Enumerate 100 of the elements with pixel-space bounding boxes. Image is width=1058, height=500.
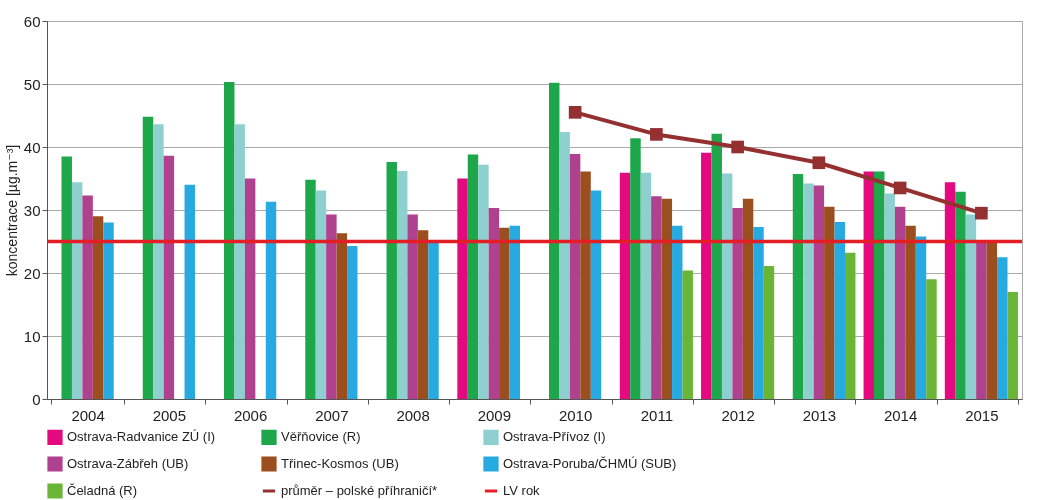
point xyxy=(650,128,663,141)
bar xyxy=(265,201,277,399)
bar xyxy=(803,183,814,399)
bar xyxy=(326,214,337,399)
y-axis-title: koncentrace [µg.m⁻³] xyxy=(3,144,20,277)
bar xyxy=(428,242,439,399)
bar xyxy=(763,266,775,399)
bar xyxy=(884,193,895,399)
bar xyxy=(499,227,510,399)
x-tick-label: 2009 xyxy=(477,406,512,424)
x-tick-label: 2008 xyxy=(396,406,430,424)
bar xyxy=(672,225,683,399)
bar xyxy=(61,156,72,399)
x-tick-label: 2015 xyxy=(965,406,999,424)
bar xyxy=(153,124,164,399)
bar xyxy=(142,116,154,399)
x-tick-label: 2013 xyxy=(802,406,837,424)
legend-label: LV rok xyxy=(503,483,541,498)
bar xyxy=(905,225,916,399)
y-tick-label: 30 xyxy=(23,201,41,219)
point xyxy=(975,206,988,220)
bar xyxy=(955,191,966,399)
bar xyxy=(417,230,429,399)
bar xyxy=(874,171,885,399)
x-tick-label: 2005 xyxy=(152,406,187,424)
bar xyxy=(721,173,733,399)
legend-label: Věřňovice (R) xyxy=(281,429,361,445)
bar xyxy=(580,171,591,399)
bar xyxy=(1007,291,1018,399)
y-tick-label: 50 xyxy=(23,75,41,93)
bar xyxy=(976,241,987,399)
bar xyxy=(234,124,245,399)
bar xyxy=(701,152,712,399)
bar xyxy=(396,170,408,399)
x-tick-label: 2010 xyxy=(558,406,593,424)
bar xyxy=(630,138,641,399)
bar xyxy=(944,182,956,399)
bar xyxy=(92,216,104,399)
bar xyxy=(509,225,520,399)
bar xyxy=(792,174,804,399)
point xyxy=(893,181,907,195)
x-tick-label: 2012 xyxy=(721,406,755,424)
bar xyxy=(315,190,327,399)
bar xyxy=(163,155,175,399)
legend-label: Třinec-Kosmos (UB) xyxy=(281,456,399,471)
bar xyxy=(559,131,570,399)
point xyxy=(812,156,826,170)
bar xyxy=(224,82,235,399)
point xyxy=(568,106,582,119)
bar xyxy=(834,221,845,399)
bar xyxy=(753,227,764,399)
bar xyxy=(711,133,722,399)
y-tick-label: 60 xyxy=(23,12,41,30)
bar xyxy=(184,184,195,399)
bar xyxy=(813,185,825,399)
bar xyxy=(824,206,835,399)
bar xyxy=(661,198,673,399)
bar xyxy=(640,172,652,399)
y-tick-label: 20 xyxy=(23,264,41,282)
bar xyxy=(682,270,693,399)
bar xyxy=(863,171,875,399)
bar xyxy=(467,154,479,399)
bar xyxy=(71,182,83,399)
x-tick-label: 2006 xyxy=(233,406,268,424)
bar xyxy=(336,233,348,399)
x-tick-label: 2014 xyxy=(883,406,918,424)
legend-label: Ostrava-Poruba/ČHMÚ (SUB) xyxy=(503,456,677,471)
bar xyxy=(844,252,856,399)
bar xyxy=(386,162,397,399)
legend-label: Ostrava-Zábřeh (UB) xyxy=(67,456,189,471)
bar xyxy=(569,153,581,399)
bar xyxy=(732,208,743,399)
legend-label: Čeladná (R) xyxy=(67,483,138,498)
legend-label: Ostrava-Radvanice ZÚ (I) xyxy=(67,429,216,445)
bar xyxy=(305,179,316,399)
bar xyxy=(965,214,977,399)
x-tick-label: 2004 xyxy=(71,406,105,424)
bar xyxy=(742,198,754,399)
bar xyxy=(619,172,631,399)
bar xyxy=(651,196,662,399)
bar xyxy=(103,222,114,399)
bar xyxy=(244,178,256,399)
legend-label: průměr – polské příhraničí* xyxy=(281,483,438,498)
bar xyxy=(894,206,906,399)
bar xyxy=(549,82,560,399)
y-tick-label: 40 xyxy=(23,138,41,156)
bar xyxy=(82,195,93,399)
x-tick-label: 2011 xyxy=(640,406,674,424)
bar xyxy=(488,208,500,399)
bar xyxy=(926,279,937,399)
bar xyxy=(997,257,1008,399)
point xyxy=(731,140,744,154)
bar xyxy=(986,241,998,399)
x-tick-label: 2007 xyxy=(315,406,349,424)
y-tick-label: 0 xyxy=(32,390,41,408)
legend-label: Ostrava-Přívoz (I) xyxy=(503,429,606,445)
bar xyxy=(478,164,489,399)
bar xyxy=(407,214,418,399)
bar xyxy=(457,178,468,399)
bar xyxy=(590,190,602,399)
